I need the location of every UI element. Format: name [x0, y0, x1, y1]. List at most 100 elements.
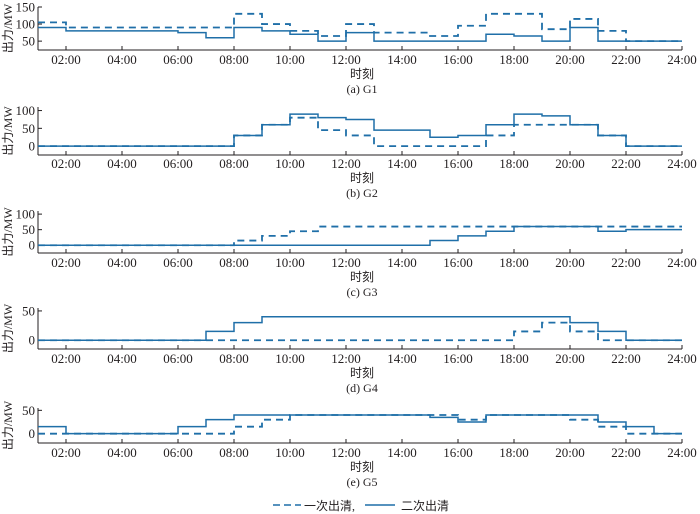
x-tick-label: 20:00 — [555, 351, 585, 366]
series-line-second-clearing — [38, 414, 682, 435]
x-tick-label: 12:00 — [331, 255, 361, 270]
x-tick-label: 10:00 — [275, 255, 305, 270]
x-tick-label: 08:00 — [219, 445, 249, 460]
y-tick-label: 100 — [16, 17, 36, 32]
y-axis-label: 出力/MW — [1, 207, 15, 257]
x-tick-label: 16:00 — [443, 156, 473, 171]
x-tick-label: 22:00 — [611, 445, 641, 460]
x-tick-label: 02:00 — [51, 156, 81, 171]
x-tick-label: 04:00 — [107, 52, 137, 67]
y-tick-label: 0 — [29, 333, 36, 348]
x-tick-label: 20:00 — [555, 156, 585, 171]
x-tick-label: 04:00 — [107, 255, 137, 270]
x-tick-label: 02:00 — [51, 445, 81, 460]
x-tick-label: 18:00 — [499, 351, 529, 366]
legend: 一次出清, 二次出清 — [272, 496, 449, 514]
y-tick-label: 50 — [22, 34, 35, 49]
x-tick-label: 24:00 — [667, 52, 697, 67]
x-tick-label: 02:00 — [51, 351, 81, 366]
y-axis-label: 出力/MW — [1, 3, 15, 53]
chart-caption: (b) G2 — [346, 186, 378, 200]
x-tick-label: 18:00 — [499, 156, 529, 171]
x-tick-label: 20:00 — [555, 255, 585, 270]
x-tick-label: 02:00 — [51, 52, 81, 67]
x-tick-label: 24:00 — [667, 445, 697, 460]
x-tick-label: 18:00 — [499, 255, 529, 270]
x-tick-label: 12:00 — [331, 156, 361, 171]
series-line-first-clearing — [38, 116, 682, 148]
x-tick-label: 06:00 — [163, 445, 193, 460]
x-tick-label: 18:00 — [499, 52, 529, 67]
x-tick-label: 16:00 — [443, 52, 473, 67]
y-tick-label: 0 — [29, 139, 36, 154]
x-tick-label: 14:00 — [387, 156, 417, 171]
y-tick-label: 50 — [22, 222, 35, 237]
x-tick-label: 24:00 — [667, 351, 697, 366]
x-tick-label: 06:00 — [163, 255, 193, 270]
x-tick-label: 10:00 — [275, 52, 305, 67]
x-tick-label: 10:00 — [275, 351, 305, 366]
x-tick-label: 22:00 — [611, 156, 641, 171]
y-tick-label: 100 — [16, 207, 36, 222]
legend-dashed-swatch — [273, 504, 301, 506]
chart-caption: (a) G1 — [347, 82, 378, 96]
y-tick-label: 150 — [16, 0, 36, 15]
series-line-second-clearing — [38, 316, 682, 341]
x-axis-label: 时刻 — [350, 171, 374, 185]
series-line-second-clearing — [38, 225, 682, 246]
y-axis-label: 出力/MW — [1, 303, 15, 353]
x-tick-label: 22:00 — [611, 52, 641, 67]
series-line-first-clearing — [38, 225, 682, 247]
legend-label-first: 一次出清, — [304, 498, 356, 513]
chart-caption: (e) G5 — [347, 475, 378, 489]
x-axis-label: 时刻 — [350, 67, 374, 81]
x-tick-label: 16:00 — [443, 445, 473, 460]
x-tick-label: 04:00 — [107, 156, 137, 171]
x-tick-label: 10:00 — [275, 445, 305, 460]
x-tick-label: 18:00 — [499, 445, 529, 460]
x-tick-label: 14:00 — [387, 351, 417, 366]
chart-caption: (c) G3 — [347, 285, 378, 299]
x-tick-label: 24:00 — [667, 156, 697, 171]
y-tick-label: 100 — [16, 103, 36, 118]
x-tick-label: 16:00 — [443, 255, 473, 270]
x-tick-label: 06:00 — [163, 351, 193, 366]
series-line-first-clearing — [38, 12, 682, 43]
x-tick-label: 04:00 — [107, 445, 137, 460]
y-tick-label: 0 — [29, 238, 36, 253]
x-tick-label: 22:00 — [611, 351, 641, 366]
series-line-second-clearing — [38, 26, 682, 42]
x-tick-label: 12:00 — [331, 351, 361, 366]
chart-caption: (d) G4 — [346, 381, 378, 395]
y-axis-label: 出力/MW — [1, 400, 15, 450]
y-tick-label: 50 — [22, 403, 35, 418]
x-tick-label: 04:00 — [107, 351, 137, 366]
x-tick-label: 08:00 — [219, 351, 249, 366]
x-tick-label: 20:00 — [555, 445, 585, 460]
legend-label-second: 二次出清 — [401, 498, 450, 513]
series-line-first-clearing — [38, 414, 682, 435]
x-tick-label: 06:00 — [163, 156, 193, 171]
x-tick-label: 20:00 — [555, 52, 585, 67]
x-tick-label: 14:00 — [387, 445, 417, 460]
x-tick-label: 08:00 — [219, 255, 249, 270]
y-tick-label: 0 — [29, 426, 36, 441]
x-axis-label: 时刻 — [350, 270, 374, 284]
x-tick-label: 08:00 — [219, 156, 249, 171]
x-tick-label: 02:00 — [51, 255, 81, 270]
series-line-second-clearing — [38, 113, 682, 147]
y-tick-label: 50 — [22, 303, 35, 318]
y-axis-label: 出力/MW — [1, 106, 15, 156]
x-tick-label: 24:00 — [667, 255, 697, 270]
x-axis-label: 时刻 — [350, 366, 374, 380]
x-tick-label: 12:00 — [331, 445, 361, 460]
x-tick-label: 10:00 — [275, 156, 305, 171]
y-tick-label: 50 — [22, 121, 35, 136]
x-tick-label: 08:00 — [219, 52, 249, 67]
legend-solid-swatch — [365, 504, 396, 506]
x-axis-label: 时刻 — [350, 460, 374, 474]
x-tick-label: 14:00 — [387, 52, 417, 67]
x-tick-label: 14:00 — [387, 255, 417, 270]
x-tick-label: 16:00 — [443, 351, 473, 366]
